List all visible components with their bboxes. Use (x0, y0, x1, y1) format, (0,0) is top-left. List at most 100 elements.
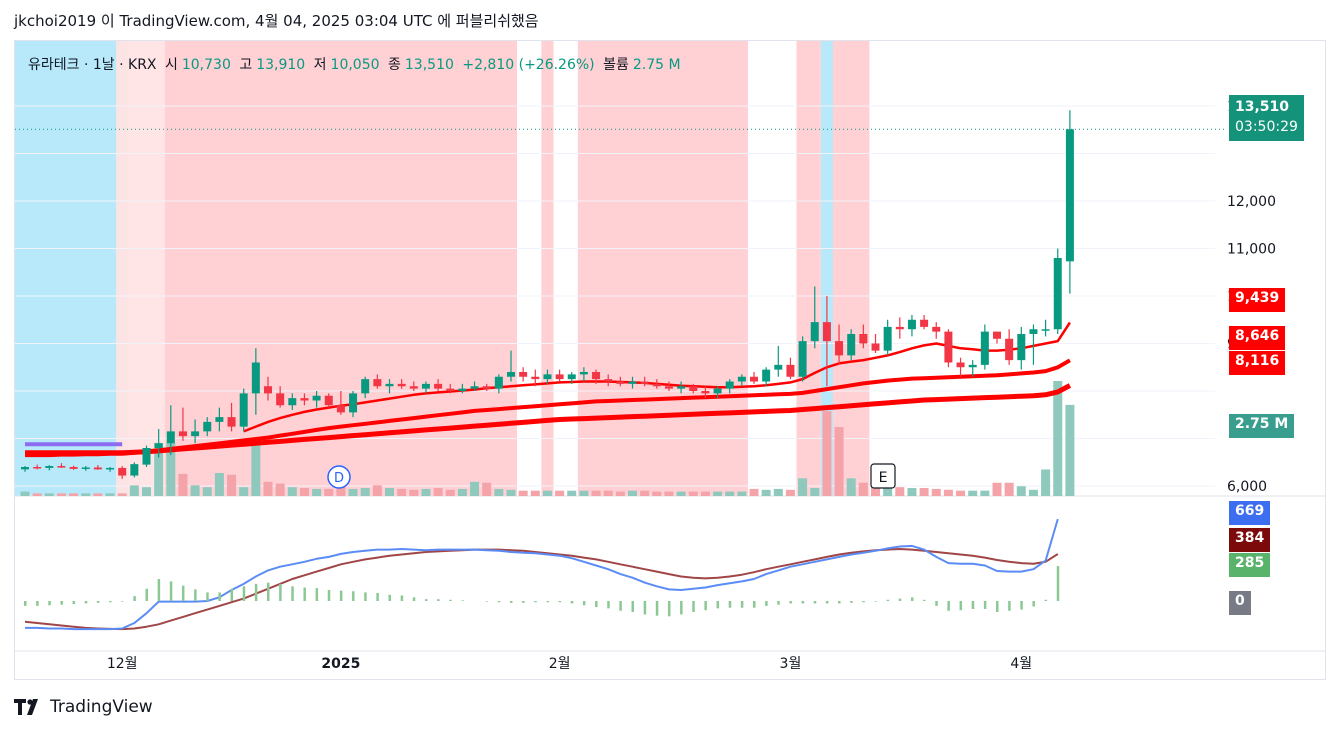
volume-bar (943, 489, 953, 496)
candle-body (798, 341, 807, 377)
candle-body (604, 379, 613, 382)
candle-body (178, 431, 187, 437)
candle-body (1017, 334, 1026, 361)
volume-bar (1016, 486, 1026, 496)
macd-histogram-bar (339, 590, 343, 601)
volume-bar (69, 493, 79, 496)
candle-body (118, 467, 127, 476)
candle-body (1029, 329, 1038, 334)
macd-histogram-bar (898, 598, 902, 601)
hist-tag: 285 (1229, 553, 1271, 577)
macd-histogram-bar (996, 601, 999, 613)
volume-bar (931, 488, 941, 496)
macd-histogram-bar (169, 581, 173, 601)
candle-body (993, 331, 1001, 339)
volume-bar (785, 489, 795, 496)
volume-bar (312, 488, 322, 496)
volume-bar (385, 488, 394, 496)
macd-histogram-bar (437, 599, 440, 601)
macd-histogram-bar (753, 601, 756, 608)
volume-bar (154, 442, 164, 496)
y-tick-label: 11,000 (1227, 242, 1276, 258)
volume-bar (142, 487, 151, 496)
macd-histogram-bar (813, 601, 817, 604)
macd-histogram-bar (983, 601, 987, 609)
volume-bar (713, 491, 723, 496)
candle-body (944, 331, 953, 363)
x-tick-label: 4월 (1010, 656, 1032, 672)
volume-bar (810, 488, 820, 496)
x-tick-label: 2월 (549, 656, 571, 672)
volume-bar (579, 490, 589, 496)
symbol-legend: 유라테크 · 1날 · KRX 시 10,730 고 13,910 저 10,050 … (28, 54, 685, 74)
candle-body (276, 393, 285, 406)
macd-histogram-bar (1008, 601, 1011, 611)
candle-body (555, 374, 564, 380)
volume-bar (421, 488, 431, 496)
macd-histogram-bar (619, 601, 622, 611)
candle-body (227, 417, 236, 427)
volume-bar (652, 491, 662, 496)
chart-frame[interactable]: 6,0009,00010,00011,00012,00014,00012월202… (14, 40, 1326, 680)
candle-body (737, 376, 746, 382)
signal-tag: 384 (1229, 528, 1271, 552)
candle-body (361, 379, 370, 394)
candle-body (628, 381, 637, 384)
volume-bar (372, 485, 382, 496)
background-band (541, 41, 554, 496)
volume-value: 2.75 M (632, 57, 681, 73)
candle-body (774, 364, 783, 370)
candle-body (373, 379, 382, 387)
volume-bar (287, 487, 297, 496)
volume-bar (32, 493, 42, 496)
macd-histogram-bar (109, 601, 112, 603)
volume-bar (858, 482, 868, 496)
macd-histogram-bar (534, 601, 537, 603)
candle-body (288, 398, 297, 406)
macd-histogram-bar (862, 601, 865, 603)
volume-tag: 2.75 M (1229, 414, 1295, 438)
candle-body (920, 319, 929, 327)
volume-bar (749, 488, 759, 496)
low-value: 10,050 (330, 57, 380, 73)
candle-body (1065, 129, 1074, 262)
macd-histogram-bar (825, 601, 829, 604)
ma1-tag: 9,439 (1229, 288, 1286, 312)
tradingview-logo-icon (14, 699, 38, 715)
macd-histogram-bar (24, 601, 27, 606)
macd-histogram-bar (424, 599, 428, 601)
macd-histogram-bar (84, 601, 88, 604)
candle-body (446, 388, 455, 391)
volume-bar (919, 488, 929, 496)
chart-canvas[interactable]: 6,0009,00010,00011,00012,00014,00012월202… (15, 41, 1325, 679)
candle-body (93, 467, 102, 470)
macd-histogram-bar (692, 601, 695, 613)
ma2-tag: 8,646 (1229, 326, 1286, 350)
close-value: 13,510 (404, 57, 454, 73)
volume-bar (263, 481, 273, 496)
volume-bar (895, 487, 905, 496)
high-label: 고 (239, 57, 253, 73)
candle-body (264, 386, 272, 394)
candle-body (579, 372, 588, 375)
macd-histogram-bar (267, 582, 270, 601)
candle-body (968, 364, 977, 368)
volume-bar (348, 488, 358, 496)
candle-body (57, 466, 66, 468)
macd-signal-line (24, 548, 1059, 631)
candle-body (883, 326, 892, 351)
volume-bar (542, 490, 552, 496)
macd-histogram-bar (1032, 601, 1035, 607)
low-label: 저 (313, 57, 327, 73)
macd-histogram-bar (157, 578, 161, 601)
candle-body (458, 388, 467, 391)
volume-bar (299, 488, 309, 496)
candle-body (701, 391, 710, 394)
candle-body (409, 386, 418, 389)
volume-bar (615, 491, 625, 496)
volume-bar (980, 490, 990, 496)
candle-body (45, 466, 54, 468)
footer-brand[interactable]: TradingView (14, 697, 153, 717)
volume-bar (956, 490, 966, 496)
x-tick-label: 12월 (107, 656, 138, 672)
